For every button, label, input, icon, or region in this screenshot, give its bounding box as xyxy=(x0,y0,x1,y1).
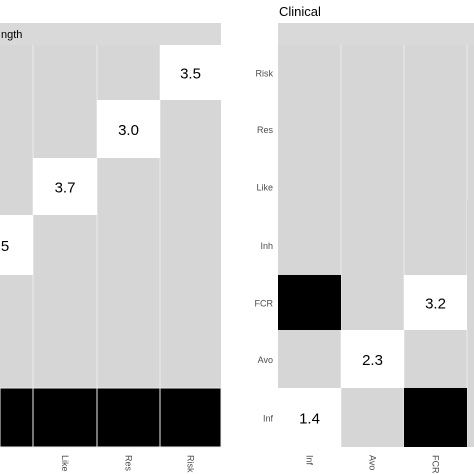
left-cell-0 xyxy=(160,45,221,100)
right-cell-3 xyxy=(278,388,341,447)
right-y-tick-label: Inh xyxy=(260,241,273,251)
left-cell-2 xyxy=(33,158,97,215)
left-cell-label: 3.0 xyxy=(118,122,139,139)
right-edge-sliver xyxy=(467,200,474,330)
left-x-tick-label: Like xyxy=(60,455,70,472)
left-strip xyxy=(0,23,221,45)
right-y-tick-label: FCR xyxy=(255,299,274,309)
right-cell-label: 1.4 xyxy=(299,411,320,428)
right-cell-2 xyxy=(341,330,404,388)
right-y-tick-label: Res xyxy=(257,125,274,135)
left-x-tick-label: Res xyxy=(124,455,134,472)
left-cell-6 xyxy=(96,387,161,448)
right-y-tick-label: Avo xyxy=(258,355,273,365)
left-cell-7 xyxy=(159,387,222,448)
right-cell-4 xyxy=(404,388,467,447)
left-cell-label: 3.7 xyxy=(55,180,76,197)
left-panel: ngth 3.5 3.0 3.7 .5 Like Res Risk xyxy=(0,23,222,473)
right-panel: Clinical 3.2 2.3 1.4 Risk Res Like Inh FCR Avo Inf… xyxy=(255,4,474,474)
right-y-tick-label: Like xyxy=(256,183,273,193)
left-cell-4 xyxy=(0,387,34,448)
left-strip-label: ngth xyxy=(1,29,22,41)
right-cell-0 xyxy=(278,275,341,330)
left-cell-label: .5 xyxy=(0,238,9,255)
right-y-tick-label: Risk xyxy=(256,69,274,79)
right-strip xyxy=(278,23,474,45)
right-y-tick-label: Inf xyxy=(263,414,274,424)
right-cell-1 xyxy=(404,275,467,330)
right-cell-label: 3.2 xyxy=(425,296,446,313)
left-cell-label: 3.5 xyxy=(180,66,201,83)
right-panel-title: Clinical xyxy=(279,4,321,19)
right-x-tick-label: Inf xyxy=(305,455,315,466)
right-x-tick-label: Avo xyxy=(368,455,378,470)
right-x-tick-label: FCR xyxy=(431,455,441,474)
left-cell-3 xyxy=(0,215,33,275)
left-cell-1 xyxy=(97,100,160,158)
left-x-tick-label: Risk xyxy=(186,455,196,473)
right-cell-label: 2.3 xyxy=(362,352,383,369)
left-cell-5 xyxy=(32,387,98,448)
